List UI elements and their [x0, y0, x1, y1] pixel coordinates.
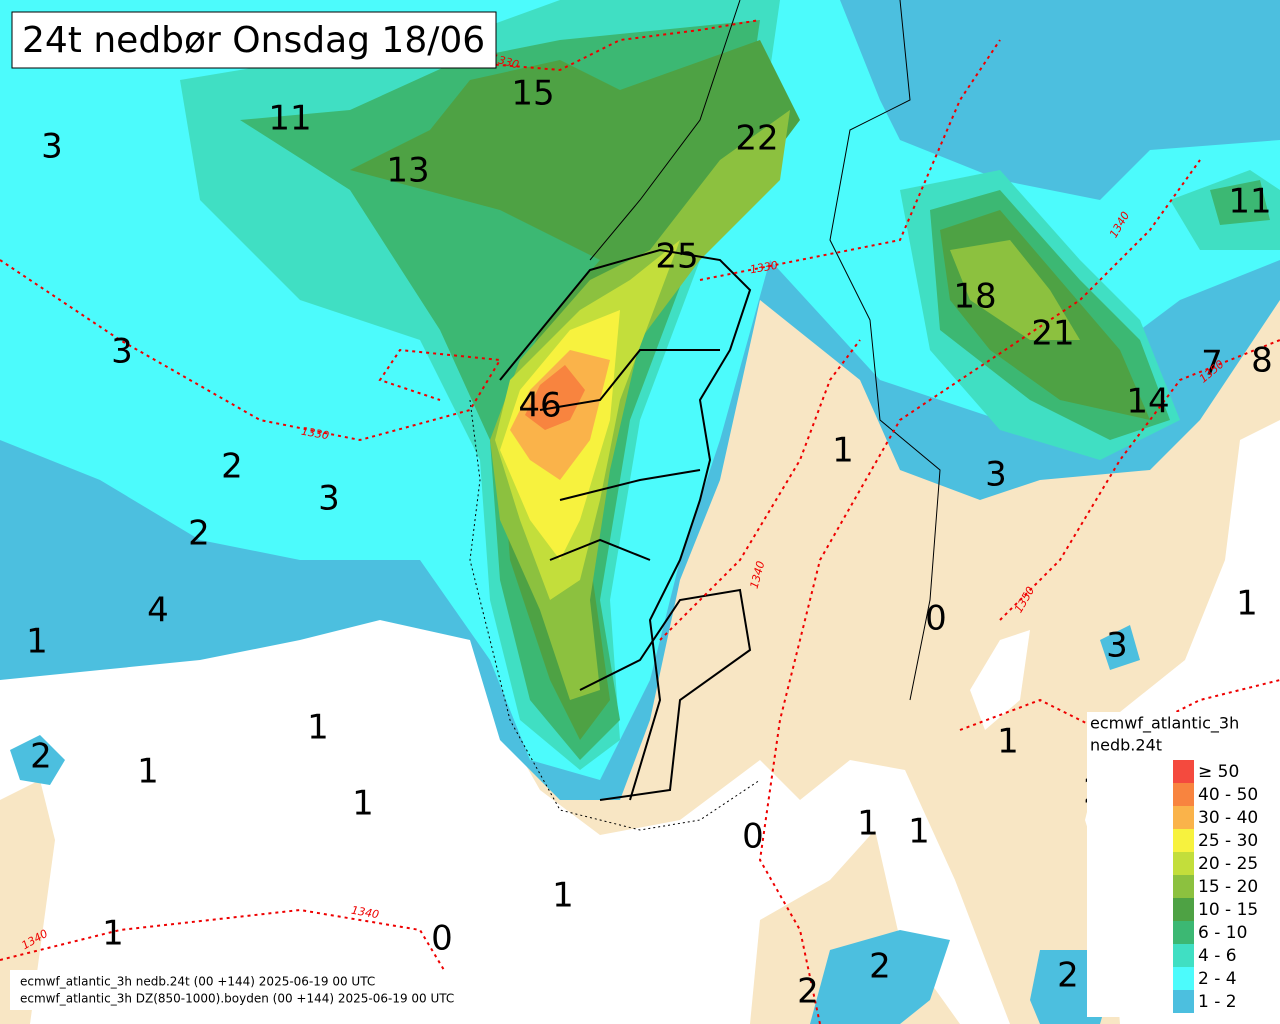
precip-area — [525, 365, 585, 430]
precip-area — [1100, 625, 1140, 670]
precip-label: 15 — [511, 74, 554, 114]
legend-swatch — [1173, 806, 1194, 829]
precip-label: 1 — [552, 876, 574, 916]
legend-swatch — [1173, 783, 1194, 806]
precip-label: 3 — [111, 332, 133, 372]
legend-label: 30 - 40 — [1198, 808, 1258, 828]
precip-label: 2 — [30, 737, 52, 777]
precip-label: 2 — [869, 947, 891, 987]
legend-swatch — [1173, 875, 1194, 898]
footer-box — [10, 970, 470, 1010]
title: 24t nedbør Onsdag 18/06 — [22, 20, 485, 61]
legend-label: 25 - 30 — [1198, 831, 1258, 851]
precip-label: 1 — [908, 812, 930, 852]
precip-area — [1210, 180, 1270, 225]
precip-label: 0 — [431, 919, 453, 959]
precip-label: 4 — [147, 591, 169, 631]
precip-label: 2 — [1057, 956, 1079, 996]
legend-swatch — [1173, 921, 1194, 944]
precip-label: 3 — [985, 455, 1007, 495]
precip-label: 1 — [137, 752, 159, 792]
legend-label: 40 - 50 — [1198, 785, 1258, 805]
footer-line: ecmwf_atlantic_3h DZ(850-1000).boyden (0… — [20, 992, 454, 1006]
legend-swatch — [1173, 829, 1194, 852]
precip-label: 3 — [41, 127, 63, 167]
precip-label: 2 — [797, 972, 819, 1012]
precip-label: 18 — [953, 277, 996, 317]
contour-label: 1330 — [749, 259, 779, 277]
precip-label: 0 — [742, 817, 764, 857]
precip-label: 13 — [386, 151, 429, 191]
legend-swatch — [1173, 990, 1194, 1013]
legend-swatch — [1173, 898, 1194, 921]
precip-label: 1 — [26, 622, 48, 662]
legend-label: 10 - 15 — [1198, 900, 1258, 920]
map-labels: 3111315222511182178143462321341013121121… — [26, 74, 1273, 1012]
legend-label: 15 - 20 — [1198, 877, 1258, 897]
precip-label: 1 — [102, 914, 124, 954]
precip-label: 46 — [518, 386, 561, 426]
legend-swatch — [1173, 760, 1194, 783]
precip-label: 22 — [735, 119, 778, 159]
precip-label: 1 — [997, 722, 1019, 762]
precip-label: 1 — [832, 431, 854, 471]
precip-label: 1 — [1236, 584, 1258, 624]
contour-label: 1340 — [350, 904, 380, 922]
borders — [469, 0, 941, 831]
precip-area — [950, 240, 1080, 340]
precip-label: 21 — [1031, 314, 1074, 354]
legend-label: 1 - 2 — [1198, 992, 1237, 1012]
title-box — [11, 11, 497, 69]
legend-label: 2 - 4 — [1198, 969, 1237, 989]
footer-line: ecmwf_atlantic_3h nedb.24t (00 +144) 202… — [20, 975, 375, 989]
legend-swatch — [1173, 852, 1194, 875]
legend-label: 20 - 25 — [1198, 854, 1258, 874]
precip-label: 1 — [857, 804, 879, 844]
precip-label: 7 — [1201, 344, 1223, 384]
legend-swatch — [1173, 944, 1194, 967]
precip-label: 14 — [1126, 382, 1169, 422]
legend-label: ≥ 50 — [1198, 762, 1239, 782]
legend: ecmwf_atlantic_3h nedb.24t ≥ 50 40 - 50 30… — [1087, 712, 1270, 1017]
legend-title: ecmwf_atlantic_3h — [1090, 714, 1239, 734]
legend-label: 6 - 10 — [1198, 923, 1247, 943]
precip-label: 11 — [268, 99, 311, 139]
legend-title: nedb.24t — [1090, 736, 1162, 755]
precip-label: 25 — [655, 237, 698, 277]
precip-label: 2 — [188, 514, 210, 554]
legend-swatch — [1173, 967, 1194, 990]
precip-label: 2 — [221, 447, 243, 487]
precip-label: 1 — [307, 708, 329, 748]
precip-label: 3 — [1106, 626, 1128, 666]
precip-label: 11 — [1228, 182, 1271, 222]
precip-label: 0 — [925, 599, 947, 639]
contour-label: 1330 — [300, 425, 330, 443]
precip-label: 8 — [1251, 341, 1273, 381]
contours — [0, 19, 1280, 1024]
precip-area — [10, 735, 65, 785]
precip-area — [810, 930, 950, 1024]
precip-label: 1 — [352, 784, 374, 824]
precip-label: 3 — [318, 479, 340, 519]
legend-label: 4 - 6 — [1198, 946, 1237, 966]
